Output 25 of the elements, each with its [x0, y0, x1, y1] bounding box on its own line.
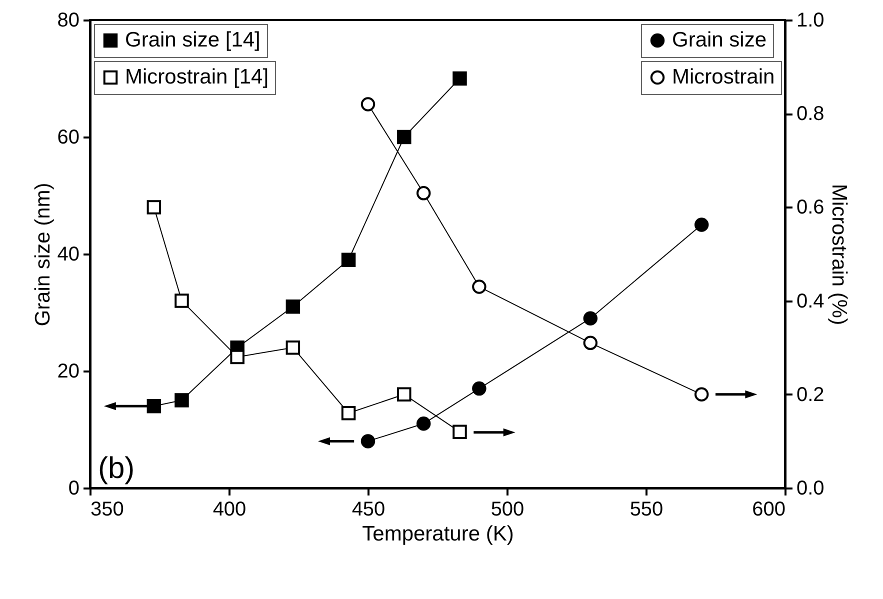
x-tick-label: 550 — [630, 498, 664, 520]
y2-tick-label: 0.4 — [796, 290, 824, 312]
y2-tick-label: 0.8 — [796, 103, 824, 126]
y-tick-label: 80 — [57, 10, 80, 32]
legend-label: Grain size — [672, 28, 767, 52]
y-tick-label: 20 — [57, 360, 80, 382]
x-tick-label: 400 — [212, 498, 246, 520]
legend-label: Microstrain [14] — [125, 66, 269, 88]
y-tick-label: 60 — [57, 126, 80, 148]
y2-tick-label: 0.6 — [796, 196, 824, 219]
x-tick-label: 600 — [752, 498, 786, 520]
annotation: (b) — [98, 452, 135, 485]
x-axis-title: Temperature (K) — [362, 522, 514, 546]
y2-tick-label: 1.0 — [796, 10, 824, 32]
x-tick-label: 500 — [490, 498, 524, 520]
x-tick-label: 450 — [352, 498, 386, 520]
y-tick-label: 0 — [68, 478, 80, 500]
y2-tick-label: 0.0 — [796, 478, 824, 500]
y-axis-title: Grain size (nm) — [31, 182, 54, 326]
x-tick-label: 350 — [90, 498, 124, 520]
legend-label: Grain size [14] — [125, 28, 260, 52]
y2-axis-title: Microstrain (%) — [827, 184, 850, 326]
y2-tick-label: 0.2 — [796, 384, 824, 406]
y-tick-label: 40 — [57, 244, 80, 266]
legend-label: Microstrain — [672, 66, 775, 88]
